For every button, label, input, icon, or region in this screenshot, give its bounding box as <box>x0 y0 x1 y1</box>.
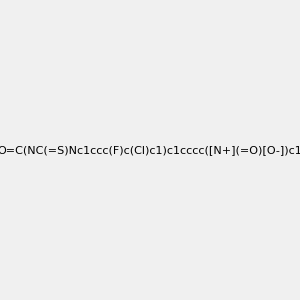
Text: O=C(NC(=S)Nc1ccc(F)c(Cl)c1)c1cccc([N+](=O)[O-])c1: O=C(NC(=S)Nc1ccc(F)c(Cl)c1)c1cccc([N+](=… <box>0 145 300 155</box>
